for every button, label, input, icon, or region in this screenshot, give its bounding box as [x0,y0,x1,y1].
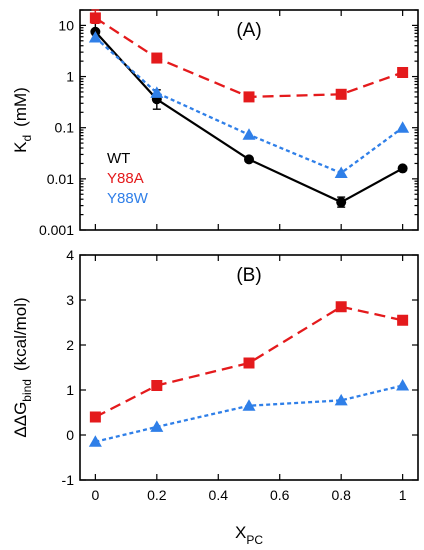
x-tick-label: 0.4 [209,487,229,503]
y-axis-label-unit: (kcal/mol) [11,297,30,371]
series-y88a [89,301,409,423]
series-y88w [88,30,410,179]
y-axis-label-sub: d [20,135,34,142]
data-point [335,301,347,313]
data-point [334,166,348,179]
x-axis-label: XPC [235,523,263,547]
series-wt [90,22,408,208]
y-axis-label: ΔΔGbind (kcal/mol) [11,297,34,437]
y-tick-label: 4 [66,247,74,263]
y-tick-label: 3 [66,292,74,308]
legend-entry: Y88A [107,170,144,187]
x-tick-label: 0.8 [331,487,351,503]
data-point [88,30,102,43]
y-axis-label: Kd (mM) [11,87,34,153]
panel-a: 0.001 0.01 0.1 1 10 (A) Kd (mM) WT Y88A Y88W [11,9,419,238]
data-point [242,128,256,140]
y-tick-label: 1 [66,382,74,398]
data-point [397,163,408,174]
data-point [242,399,256,411]
x-tick-label: 0 [91,487,99,503]
data-point [336,197,347,208]
data-point [335,88,347,100]
data-point [397,314,409,326]
data-point [89,12,101,24]
data-point [150,86,164,98]
series-y88a [89,9,409,103]
y-tick-label: 0.01 [47,171,74,187]
data-point [334,393,348,406]
data-point [397,66,409,78]
data-point [88,435,102,447]
data-point [243,357,255,369]
panel-label: (A) [236,20,261,41]
y-axis-label-main: K [11,141,30,153]
plot-frame [79,9,419,231]
data-point [243,91,255,103]
data-point [151,380,163,391]
y-tick-label: 0.1 [55,120,75,136]
data-point [150,420,164,432]
x-tick-label: 0.6 [270,487,290,503]
y-tick-label: -1 [62,472,75,488]
x-tick-label: 1 [399,487,407,503]
x-axis-label-sub: PC [246,533,263,547]
panel-b: -1 0 1 2 3 4 0 0.2 0.4 0.6 0.8 1 (B) ΔΔGbind (kcal/mol… [11,247,419,547]
x-tick-label: 0.2 [147,487,167,503]
y-tick-label: 0 [66,427,74,443]
legend-entry: Y88W [107,190,149,207]
y-tick-label: 10 [58,17,74,33]
y-axis-label-sub: bind [20,379,34,402]
data-point [396,121,410,133]
data-point [396,379,410,391]
legend-entry: WT [107,150,130,167]
data-point [89,411,101,423]
y-tick-label: 0.001 [39,222,74,238]
data-point [151,52,163,64]
y-axis-label-main: ΔΔG [11,402,30,438]
series-line [94,36,404,175]
y-tick-label: 2 [66,337,74,353]
y-axis-label-unit: (mM) [11,87,30,127]
panel-label: (B) [236,265,261,286]
data-point [244,154,254,165]
x-axis-label-main: X [235,523,246,542]
plot-frame [79,254,419,481]
y-tick-label: 1 [66,69,74,85]
series-y88w [88,379,410,447]
